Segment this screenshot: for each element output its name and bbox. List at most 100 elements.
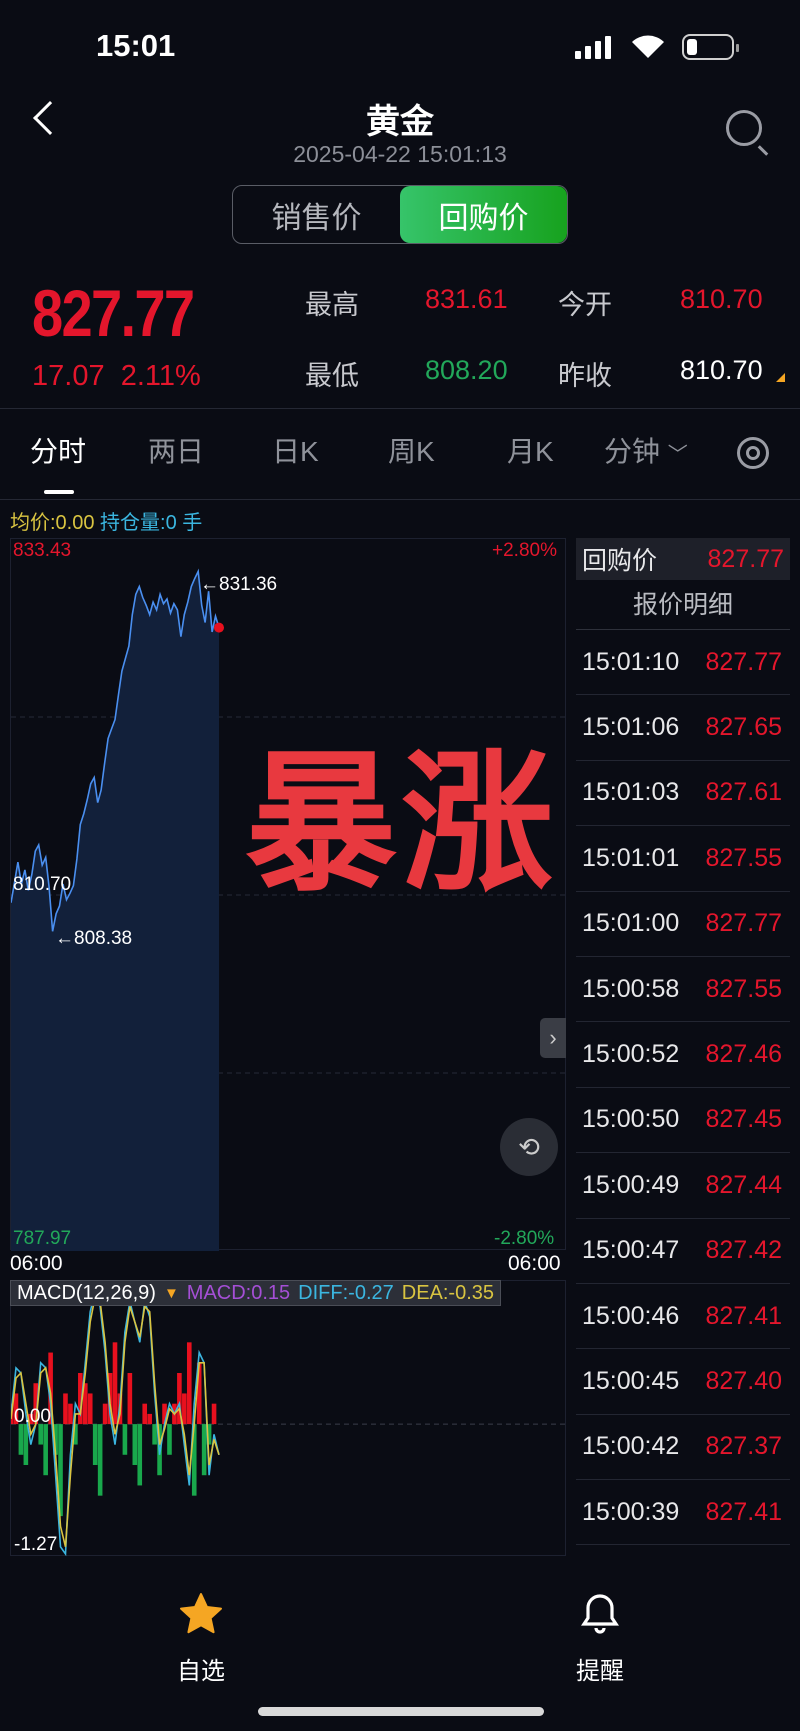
home-indicator[interactable] [258,1707,544,1716]
tab-two-day[interactable]: 两日 [148,436,205,467]
macd-bar [122,1424,128,1455]
toggle-sell-price[interactable]: 销售价 [271,201,362,235]
y-min-label: 787.97 [13,1228,72,1249]
price-chart-svg [11,568,567,1251]
quote-price: 827.40 [705,1366,782,1395]
toggle-buyback-price[interactable]: 回购价 [400,186,567,243]
nav-watchlist-label: 自选 [177,1658,225,1685]
quote-row: 15:01:10 827.77 [576,630,790,696]
price-change: 17.07 2.11% [32,360,201,393]
macd-bar [152,1424,157,1445]
tab-minute[interactable]: 分钟 ﹀ [604,430,688,470]
expand-panel-button[interactable]: › [540,1018,566,1058]
quote-row: 15:01:01 827.55 [576,826,790,892]
corner-marker-icon [776,373,785,382]
macd-bar [206,1424,212,1445]
macd-bar [43,1424,48,1476]
pct-max-label: +2.80% [492,540,557,561]
max-annotation: ←831.36 [200,574,278,595]
quote-price: 827.45 [705,1105,782,1134]
quote-time: 15:01:00 [582,909,680,938]
macd-bar [132,1424,138,1465]
quote-row: 15:01:00 827.77 [576,892,790,957]
prev-close-value: 810.70 [680,355,763,385]
macd-bar [112,1342,118,1425]
rotate-screen-button[interactable]: ⟲ [500,1118,558,1176]
avg-price: 均价:0.00 [10,512,95,534]
star-icon [180,1593,222,1634]
status-time: 15:01 [96,28,176,63]
quote-price: 827.42 [705,1236,782,1265]
macd-bar [196,1362,202,1425]
price-type-toggle[interactable]: 销售价 回购价 [232,185,568,244]
quote-row: 15:00:39 827.41 [576,1480,790,1546]
buyback-price: 827.77 [707,544,784,573]
min-annotation: ←808.38 [55,928,133,949]
macd-value: MACD:0.15 [186,1281,291,1304]
battery-icon [682,34,739,60]
tab-monthly-k[interactable]: 月K [507,436,554,467]
buyback-label: 回购价 [582,547,658,575]
quote-row: 15:00:52 827.46 [576,1022,790,1088]
gear-icon[interactable] [737,437,769,469]
price-area [11,571,219,1251]
open-label: 今开 [558,290,612,320]
tab-intraday[interactable]: 分时 [30,436,87,467]
nav-watchlist[interactable]: 自选 [141,1590,261,1686]
quote-time: 15:00:52 [582,1040,680,1069]
macd-bar [78,1373,83,1425]
quote-time: 15:00:47 [582,1236,680,1265]
quote-price: 827.44 [705,1170,782,1199]
quote-row: 15:00:46 827.41 [576,1284,790,1350]
search-icon[interactable] [726,110,762,146]
wifi-icon [632,35,664,58]
quote-time: 15:00:39 [582,1497,680,1526]
quote-time: 15:01:01 [582,843,680,872]
chart-tabs: 分时 两日 日K 周K 月K 分钟 ﹀ [0,430,800,480]
macd-bar [186,1342,192,1425]
quote-price: 827.61 [705,778,782,807]
macd-legend: MACD(12,26,9) ▼ MACD:0.15 DIFF:-0.27 DEA… [10,1280,502,1306]
macd-bar [73,1424,78,1445]
macd-bar [137,1424,143,1486]
quote-price: 827.77 [705,647,782,676]
high-value: 831.61 [425,284,508,314]
macd-bar [82,1383,88,1425]
macd-bar [28,1413,34,1425]
macd-bar [167,1424,172,1455]
macd-bar [102,1403,108,1425]
change-percent: 2.11% [120,360,201,392]
change-value: 17.07 [32,360,105,392]
chevron-down-icon: ﹀ [667,444,688,466]
macd-min-label: -1.27 [14,1534,58,1555]
rotate-icon: ⟲ [518,1131,540,1162]
tab-weekly-k[interactable]: 周K [388,436,435,467]
macd-bar [38,1424,44,1445]
quote-row: 15:00:50 827.45 [576,1088,790,1154]
low-label: 最低 [305,361,359,391]
quote-price: 827.41 [705,1497,782,1526]
tab-daily-k[interactable]: 日K [272,436,319,467]
macd-bar [97,1424,103,1496]
quote-row: 15:00:47 827.42 [576,1219,790,1284]
price-chart[interactable] [10,538,567,1251]
cellular-signal-icon [575,36,611,59]
macd-bar [68,1403,73,1425]
low-value: 808.20 [425,355,508,385]
nav-alerts-label: 提醒 [576,1658,624,1685]
macd-bar [211,1403,217,1425]
macd-bar [147,1413,152,1425]
macd-bar [63,1393,68,1425]
macd-bar [92,1424,98,1465]
nav-alerts[interactable]: 提醒 [540,1590,660,1686]
bell-icon [581,1594,619,1634]
last-price-dot [214,622,224,633]
macd-bar [87,1393,93,1425]
quote-time: 15:00:58 [582,974,680,1003]
quote-detail-panel: 回购价 827.77 报价明细 15:01:10 827.77 15:01:06 827… [576,538,790,1546]
macd-bar [142,1403,148,1425]
open-value: 810.70 [680,284,763,314]
quote-row: 15:00:49 827.44 [576,1153,790,1219]
macd-chart[interactable] [10,1280,567,1557]
x-end-label: 06:00 [508,1252,561,1275]
